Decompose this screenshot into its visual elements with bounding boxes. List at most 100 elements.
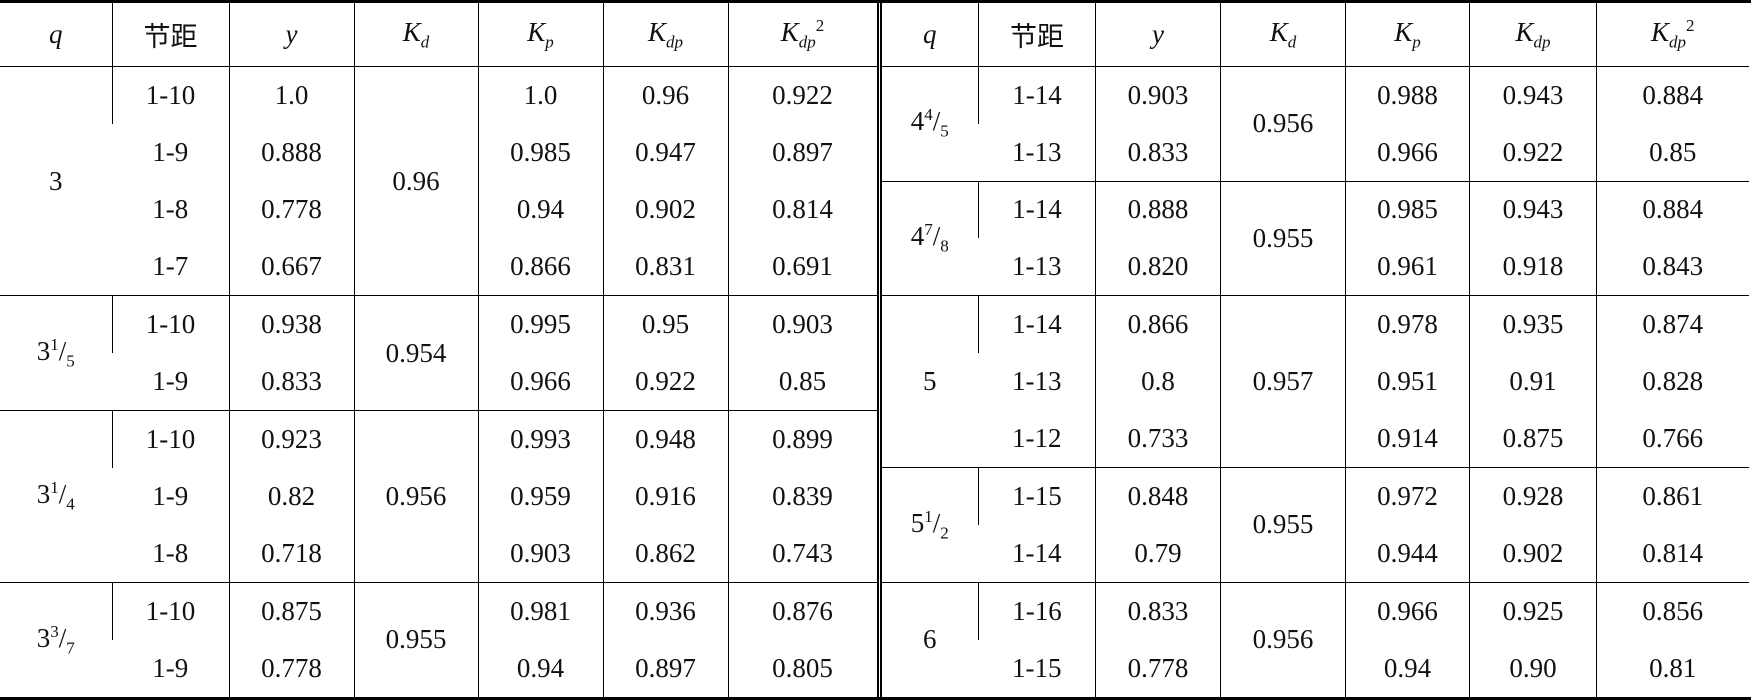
header-cell: q [0,3,112,67]
kp-cell: 0.985 [1345,180,1470,239]
header-cell: Kd [1220,3,1346,67]
kdp-cell: 0.925 [1469,581,1597,640]
header-cell: Kdp [602,3,728,67]
q-whole: 3 [36,622,51,653]
kdp-cell: 0.95 [602,295,728,353]
y-cell: 0.778 [228,639,354,697]
q-cell: 47/8 [881,180,979,296]
pitch-cell: 1-10 [111,409,229,468]
data-row: 33/7 1-10 0.875 0.955 0.981 0.936 0.876 [0,581,879,697]
y-cell: 0.833 [1095,123,1221,182]
kdp2-cell: 0.856 [1596,581,1749,640]
kp-cell: 0.978 [1345,295,1470,353]
pitch-cell: 1-9 [152,652,189,683]
pitch-cell: 1-9 [152,480,189,511]
data-row: 1-9 0.888 0.985 0.947 0.897 [0,123,879,182]
kd-cell: 0.955 [1220,467,1346,583]
q-whole: 5 [923,366,937,397]
kdp-cell: 0.831 [602,238,728,296]
pitch-cell: 1-8 [152,537,189,568]
kd-cell: 0.956 [353,409,478,583]
q-separator: / [932,106,941,137]
y-cell: 0.833 [228,353,354,411]
header-cell: Kp [477,3,603,67]
kp-cell: 0.988 [1345,65,1470,124]
kdp-cell: 0.943 [1469,180,1597,239]
y-cell: 0.848 [1095,467,1221,525]
kdp-cell: 0.897 [602,639,728,697]
kdp2-cell: 0.884 [1596,180,1749,239]
y-cell: 0.923 [228,409,354,468]
header-cell: Kdp [1469,3,1597,67]
kd-cell: 0.956 [1220,65,1346,182]
table-body: q 节距 y Kd Kp Kdp Kdp2 44/5 1-14 0.903 0.956 0.988 0.… [881,3,1749,697]
q-cell: 6 [881,581,979,697]
data-row: 1-8 0.778 0.94 0.902 0.814 [0,181,879,239]
y-cell: 0.903 [1095,65,1221,124]
data-row: 47/8 1-14 0.888 0.955 0.985 0.943 0.884 [881,180,1749,296]
right-table: q 节距 y Kd Kp Kdp Kdp2 44/5 1-14 0.903 0.956 0.988 0.… [881,3,1749,697]
data-row: 1-13 0.833 0.966 0.922 0.85 [882,123,1749,182]
left-table: q 节距 y Kd Kp Kdp Kdp2 3 1-10 1.0 0.96 1.0 0.96 0.922 1… [0,3,882,697]
q-numerator: 1 [50,334,59,354]
kdp2-cell: 0.861 [1596,467,1749,525]
kdp-cell: 0.948 [602,409,728,468]
q-whole: 3 [36,335,51,366]
y-cell: 1.0 [228,65,354,124]
kp-cell: 0.951 [1345,353,1470,411]
kp-cell: 0.903 [477,524,603,583]
kdp2-cell: 0.874 [1596,295,1749,353]
q-separator: / [58,622,67,653]
y-cell: 0.866 [1095,295,1221,353]
y-cell: 0.938 [228,295,354,353]
data-row: 5 1-14 0.866 0.957 0.978 0.935 0.874 [881,295,1749,468]
q-separator: / [932,221,941,252]
pitch-cell: 1-7 [152,251,189,282]
header-symbol: K [647,16,666,47]
header-subscript: dp [1669,32,1686,52]
header-subscript: d [1287,32,1297,52]
kdp-cell: 0.918 [1469,238,1597,296]
header-cell: Kdp2 [1596,3,1749,67]
data-row: 1-8 0.718 0.903 0.862 0.743 [0,524,879,583]
q-separator: / [58,479,67,510]
kp-cell: 0.914 [1345,410,1470,468]
data-row: 1-15 0.778 0.94 0.90 0.81 [882,639,1749,697]
data-row: 1-9 0.833 0.966 0.922 0.85 [0,353,879,411]
header-symbol: K [780,17,799,48]
q-whole: 5 [910,507,925,538]
kdp2-cell: 0.85 [1596,123,1749,182]
y-cell: 0.778 [228,181,354,239]
pitch-cell: 1-14 [1012,537,1062,568]
pitch-cell: 1-14 [978,180,1096,239]
kdp-cell: 0.902 [1469,524,1597,583]
kdp-cell: 0.902 [602,181,728,239]
data-row: 1-14 0.79 0.944 0.902 0.814 [882,524,1749,583]
q-cell: 31/4 [0,409,112,583]
q-cell: 33/7 [0,581,112,697]
q-cell: 3 [0,65,112,296]
q-whole: 3 [49,165,63,196]
header-text: q [923,18,937,49]
q-denominator: 8 [940,236,949,256]
pitch-cell: 1-10 [111,581,229,640]
header-cell: Kp [1345,3,1470,67]
header-subscript: p [545,32,554,52]
kdp-cell: 0.922 [1469,123,1597,182]
q-numerator: 1 [50,478,59,498]
kdp2-cell: 0.884 [1596,65,1749,124]
pitch-cell: 1-13 [1012,251,1062,282]
pitch-cell: 1-13 [1012,366,1062,397]
data-row: 31/5 1-10 0.938 0.954 0.995 0.95 0.903 [0,295,879,411]
data-row: 6 1-16 0.833 0.956 0.966 0.925 0.856 [881,581,1749,697]
kdp-cell: 0.875 [1469,410,1597,468]
header-symbol: K [527,16,546,47]
kp-cell: 0.993 [477,409,603,468]
q-denominator: 5 [66,351,75,371]
kp-cell: 0.972 [1345,467,1470,525]
pitch-cell: 1-15 [1012,652,1062,683]
kd-cell: 0.955 [1220,180,1346,296]
header-subscript: dp [666,32,683,52]
kdp2-cell: 0.766 [1596,410,1749,468]
